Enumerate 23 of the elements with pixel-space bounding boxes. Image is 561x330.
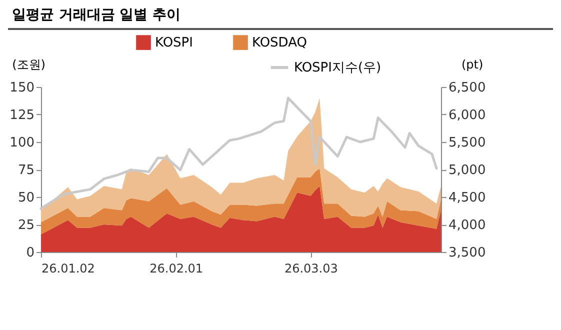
- y2-tick-label: 6,000: [448, 108, 486, 123]
- y-tick-label: 25: [18, 218, 34, 233]
- y2-tick-label: 5,000: [448, 163, 486, 178]
- y-tick-label: 50: [18, 190, 34, 206]
- y-axis-title: (조원): [12, 58, 46, 72]
- x-tick-label: 26.02.01: [150, 262, 204, 276]
- y-tick-label: 0: [26, 246, 34, 260]
- y2-tick-label: 4,000: [448, 218, 486, 233]
- y2-axis-title: (pt): [462, 58, 484, 72]
- y2-tick-label: 5,500: [448, 136, 486, 150]
- y2-tick-label: 4,500: [448, 190, 486, 206]
- y-tick-label: 125: [10, 108, 34, 123]
- y-tick-label: 150: [10, 80, 34, 96]
- legend-label: KOSPI지수(우): [294, 60, 382, 76]
- y-tick-label: 75: [18, 163, 34, 178]
- y2-tick-label: 6,500: [448, 80, 486, 96]
- legend-label: KOSPI: [155, 36, 193, 51]
- x-tick-label: 26.01.02: [42, 262, 95, 276]
- legend-label: KOSDAQ: [252, 36, 307, 51]
- chart-title: 일평균 거래대금 일별 추이: [8, 4, 553, 30]
- y-tick-label: 100: [10, 136, 34, 150]
- y2-tick-label: 3,500: [448, 246, 486, 260]
- x-tick-label: 26.03.03: [284, 262, 338, 276]
